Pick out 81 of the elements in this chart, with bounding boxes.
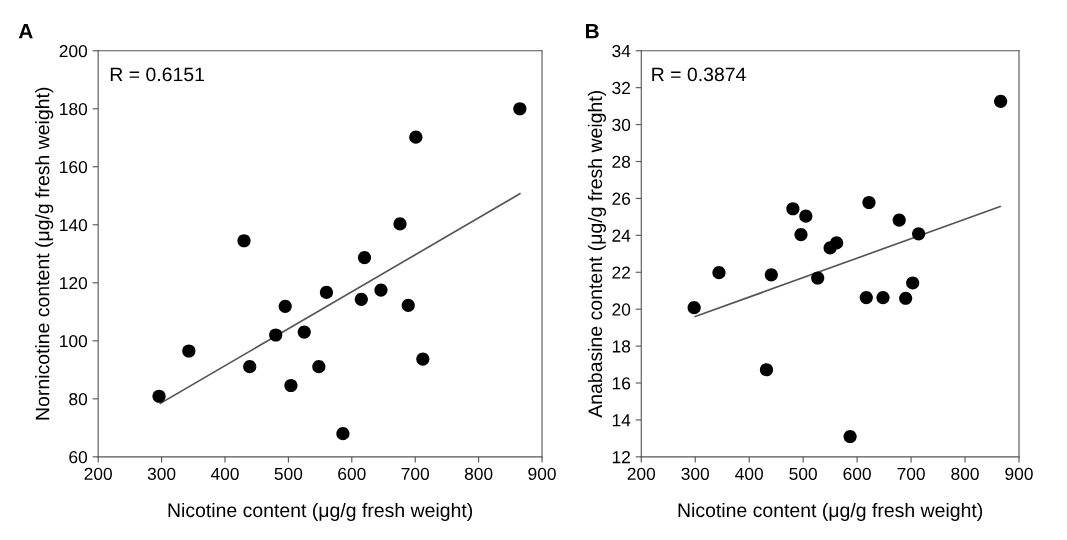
point xyxy=(862,195,876,210)
point xyxy=(278,299,292,313)
point xyxy=(393,217,407,231)
point xyxy=(830,236,844,250)
y-axis-title: Nornicotine content (μg/g fresh weight) xyxy=(35,87,54,420)
text: A xyxy=(18,23,33,39)
x-tick-label: 700 xyxy=(401,467,430,481)
point xyxy=(409,130,423,144)
point xyxy=(284,378,298,393)
x-tick-label: 800 xyxy=(951,467,979,481)
point xyxy=(416,352,430,366)
point xyxy=(336,427,350,441)
point xyxy=(357,250,372,265)
annotation: R = 0.6151 xyxy=(110,67,204,82)
x-axis-title: Nicotine content (μg/g fresh weight) xyxy=(168,502,473,522)
y-tick-label: 200 xyxy=(59,44,88,58)
y-tick-label: 28 xyxy=(612,155,631,168)
point xyxy=(712,266,726,280)
point xyxy=(297,325,311,339)
annotation: R = 0.3874 xyxy=(652,67,746,82)
point xyxy=(312,360,326,374)
y-axis-title: Anabasine content (μg/g fresh weight) xyxy=(587,91,606,418)
y-tick-label: 26 xyxy=(612,192,631,205)
point xyxy=(374,283,388,297)
y-tick-label: 34 xyxy=(612,44,631,58)
point xyxy=(876,290,890,305)
point xyxy=(799,209,813,223)
point xyxy=(513,102,527,116)
point xyxy=(906,276,920,290)
y-tick-label: 100 xyxy=(60,334,88,348)
y-tick-label: 14 xyxy=(612,414,631,427)
point xyxy=(237,234,251,248)
point xyxy=(994,94,1008,108)
point xyxy=(843,429,857,444)
point xyxy=(354,292,368,306)
x-tick-label: 300 xyxy=(147,467,176,481)
y-tick-label: 18 xyxy=(612,340,631,353)
y-tick-label: 24 xyxy=(612,229,631,242)
text: B xyxy=(586,23,599,39)
y-tick-label: 80 xyxy=(69,393,88,406)
point xyxy=(269,328,283,342)
x-tick-label: 200 xyxy=(627,467,656,481)
x-tick-label: 500 xyxy=(789,467,817,481)
point xyxy=(764,268,778,282)
point xyxy=(401,298,415,313)
y-tick-label: 12 xyxy=(612,451,630,464)
x-tick-label: 700 xyxy=(897,467,925,481)
point xyxy=(243,360,257,374)
y-tick-label: 16 xyxy=(612,377,631,390)
point xyxy=(152,389,166,403)
y-tick-label: 30 xyxy=(612,118,631,132)
point xyxy=(786,202,800,216)
x-tick-label: 300 xyxy=(681,467,710,481)
point xyxy=(794,228,808,242)
x-tick-label: 600 xyxy=(843,467,871,481)
point xyxy=(687,301,701,315)
x-tick-label: 900 xyxy=(528,467,556,481)
point xyxy=(892,213,906,227)
point xyxy=(182,344,196,358)
x-tick-label: 900 xyxy=(1005,467,1033,481)
y-tick-label: 160 xyxy=(60,160,88,174)
x-tick-label: 800 xyxy=(464,467,493,481)
point xyxy=(899,291,913,305)
y-tick-label: 140 xyxy=(60,218,88,232)
point xyxy=(759,363,774,377)
point xyxy=(811,271,825,285)
x-tick-label: 400 xyxy=(735,467,763,481)
y-tick-label: 60 xyxy=(69,451,88,464)
y-tick-label: 22 xyxy=(612,266,630,279)
point xyxy=(859,290,873,305)
y-tick-label: 20 xyxy=(612,303,631,316)
y-tick-label: 120 xyxy=(60,276,88,290)
point xyxy=(319,285,334,299)
x-axis-title: Nicotine content (μg/g fresh weight) xyxy=(678,502,983,522)
point xyxy=(912,227,926,241)
x-tick-label: 600 xyxy=(338,467,366,481)
x-tick-label: 500 xyxy=(274,467,303,481)
x-tick-label: 400 xyxy=(210,467,239,481)
y-tick-label: 180 xyxy=(60,102,88,116)
y-tick-label: 32 xyxy=(612,81,630,95)
x-tick-label: 200 xyxy=(84,467,112,481)
